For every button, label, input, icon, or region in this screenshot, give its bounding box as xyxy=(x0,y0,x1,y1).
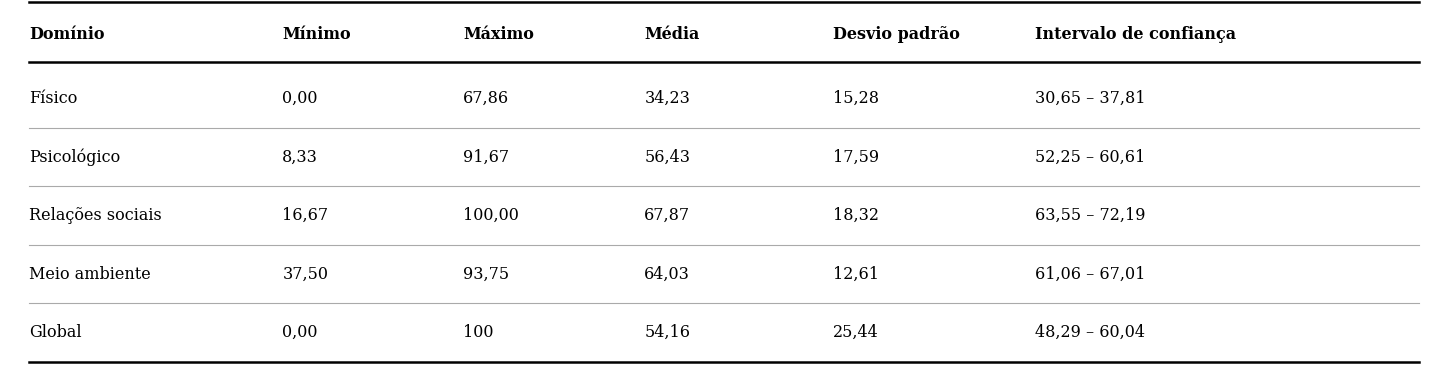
Text: 17,59: 17,59 xyxy=(833,149,879,165)
Text: 61,06 – 67,01: 61,06 – 67,01 xyxy=(1035,266,1145,282)
Text: 25,44: 25,44 xyxy=(833,324,879,341)
Text: 56,43: 56,43 xyxy=(644,149,691,165)
Text: Mínimo: Mínimo xyxy=(282,26,350,42)
Text: Psicológico: Psicológico xyxy=(29,148,120,166)
Text: 18,32: 18,32 xyxy=(833,207,879,224)
Text: 64,03: 64,03 xyxy=(644,266,691,282)
Text: 0,00: 0,00 xyxy=(282,90,319,107)
Text: 54,16: 54,16 xyxy=(644,324,691,341)
Text: Meio ambiente: Meio ambiente xyxy=(29,266,151,282)
Text: 30,65 – 37,81: 30,65 – 37,81 xyxy=(1035,90,1145,107)
Text: Físico: Físico xyxy=(29,90,77,107)
Text: Média: Média xyxy=(644,26,699,42)
Text: 16,67: 16,67 xyxy=(282,207,329,224)
Text: 63,55 – 72,19: 63,55 – 72,19 xyxy=(1035,207,1145,224)
Text: Intervalo de confiança: Intervalo de confiança xyxy=(1035,26,1237,42)
Text: 0,00: 0,00 xyxy=(282,324,319,341)
Text: 8,33: 8,33 xyxy=(282,149,319,165)
Text: Domínio: Domínio xyxy=(29,26,104,42)
Text: 48,29 – 60,04: 48,29 – 60,04 xyxy=(1035,324,1145,341)
Text: 52,25 – 60,61: 52,25 – 60,61 xyxy=(1035,149,1145,165)
Text: 67,86: 67,86 xyxy=(463,90,510,107)
Text: 34,23: 34,23 xyxy=(644,90,691,107)
Text: 100,00: 100,00 xyxy=(463,207,520,224)
Text: 12,61: 12,61 xyxy=(833,266,879,282)
Text: 100: 100 xyxy=(463,324,494,341)
Text: Máximo: Máximo xyxy=(463,26,534,42)
Text: 37,50: 37,50 xyxy=(282,266,329,282)
Text: Global: Global xyxy=(29,324,81,341)
Text: 93,75: 93,75 xyxy=(463,266,510,282)
Text: Relações sociais: Relações sociais xyxy=(29,207,162,224)
Text: 91,67: 91,67 xyxy=(463,149,510,165)
Text: 67,87: 67,87 xyxy=(644,207,691,224)
Text: Desvio padrão: Desvio padrão xyxy=(833,26,960,42)
Text: 15,28: 15,28 xyxy=(833,90,879,107)
